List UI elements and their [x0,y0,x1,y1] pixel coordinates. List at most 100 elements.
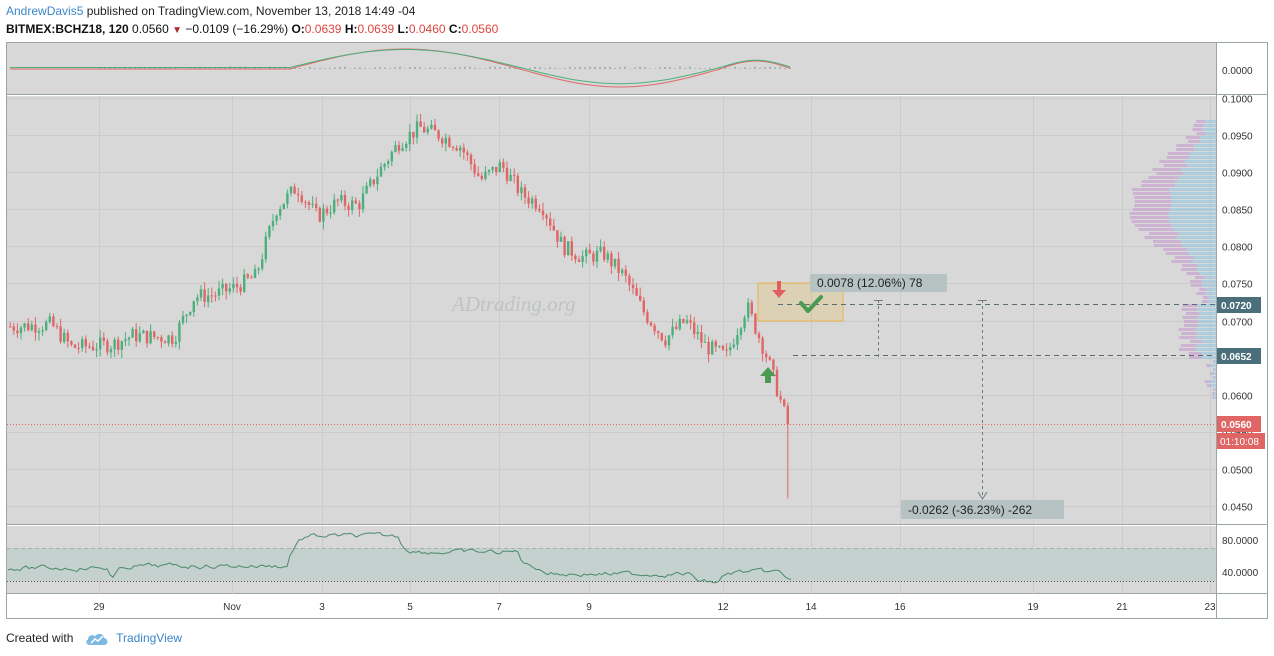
chart[interactable]: 0.1000 0.0950 0.0900 0.0850 0.0800 0.0750 0.07… [0,40,1274,622]
candle-body [145,330,149,344]
vp-bar-up [1186,248,1216,251]
tradingview-cloud-icon[interactable] [85,632,109,646]
candle-body [199,289,203,298]
vp-bar-up [1196,344,1216,347]
vp-bar-up [1180,168,1216,171]
candle-body [664,340,667,346]
price-tick-label: 0.0450 [1222,503,1253,514]
vp-bar-up [1200,352,1216,355]
candle-body [545,215,548,219]
candle-body [423,126,426,133]
candle-body [99,337,102,350]
vp-bar-down [1153,240,1182,243]
candle-body [588,249,591,254]
candle-body [563,236,566,256]
symbol-label: BITMEX:BCHZ18, 120 [6,22,129,36]
vp-bar-down [1181,332,1197,335]
candle-body [235,283,239,288]
candle-body [167,335,170,344]
candle-body [714,341,717,347]
candle-body [718,346,721,348]
vp-bar-up [1201,356,1216,359]
candle-body [196,297,199,302]
candle-body [772,359,775,370]
candle-body [257,268,260,270]
vp-bar-down [1185,312,1200,315]
vp-bar-up [1171,204,1216,207]
candle-body [455,148,458,151]
vp-bar-up [1193,148,1216,151]
volume-profile [1129,120,1216,399]
tradingview-link[interactable]: TradingView [116,631,183,645]
candle-body [437,130,440,139]
candle-body [286,193,289,204]
time-axis[interactable] [7,594,1268,618]
price-tick-label: 0.0900 [1222,169,1253,180]
candle-body [221,283,224,289]
publish-line: AndrewDavis5 published on TradingView.co… [6,4,415,18]
candle-body [693,322,696,334]
candle-body [127,337,131,340]
candle-body [246,274,249,278]
candle-body [574,255,577,260]
candle-body [217,288,221,296]
candle-body [721,346,725,350]
candle-body [498,162,501,173]
candle-body [747,302,750,318]
price-tag-0652-text: 0.0652 [1221,352,1252,363]
vp-bar-up [1193,256,1216,259]
open-value: 0.0639 [304,22,342,36]
vp-bar-up [1201,340,1216,343]
candle-body [689,320,692,323]
candle-body [387,161,390,165]
candle-body [577,259,581,262]
open-label: O: [291,22,305,36]
vp-bar-down [1206,364,1211,367]
candle-body [102,337,105,341]
vp-bar-up [1211,384,1216,387]
candle-body [628,275,631,285]
candle-body [261,259,264,269]
vp-bar-down [1183,324,1199,327]
candle-body [487,169,491,172]
vp-bar-down [1188,352,1201,355]
price-axis[interactable] [1216,43,1268,594]
candle-body [250,277,253,279]
candle-body [311,203,314,206]
close-value: 0.0560 [461,22,499,36]
time-tick-label: Nov [223,602,241,613]
author-link[interactable]: AndrewDavis5 [6,4,84,18]
candle-body [682,319,685,323]
candle-body [369,179,372,186]
price-pane[interactable] [7,96,1216,524]
candle-body [761,338,764,354]
price-tick-label: 0.0600 [1222,392,1253,403]
candle-body [379,166,383,177]
range-label-box-top [810,274,947,292]
candle-body [264,236,267,260]
vp-bar-down [1179,336,1196,339]
candle-body [41,329,44,332]
candle-body [268,226,271,237]
low-value: 0.0460 [408,22,446,36]
candle-body [750,302,753,314]
candle-body [567,241,570,256]
candle-body [624,269,627,276]
vp-bar-down [1131,188,1170,191]
vp-bar-up [1199,136,1216,139]
vp-bar-down [1187,140,1201,143]
candle-body [149,331,152,344]
candle-body [441,138,444,144]
vp-bar-up [1195,336,1216,339]
countdown-tag [1217,433,1265,449]
vp-bar-down [1192,128,1203,131]
check-icon [799,295,823,313]
created-with-label: Created with [6,631,74,645]
candle-body [156,337,159,339]
vp-bar-down [1182,316,1198,319]
high-label: H: [344,22,358,36]
candle-body [394,145,397,152]
range-label-top: 0.0078 (12.06%) 78 [817,276,923,290]
candle-body [408,131,411,145]
candle-body [275,215,278,222]
